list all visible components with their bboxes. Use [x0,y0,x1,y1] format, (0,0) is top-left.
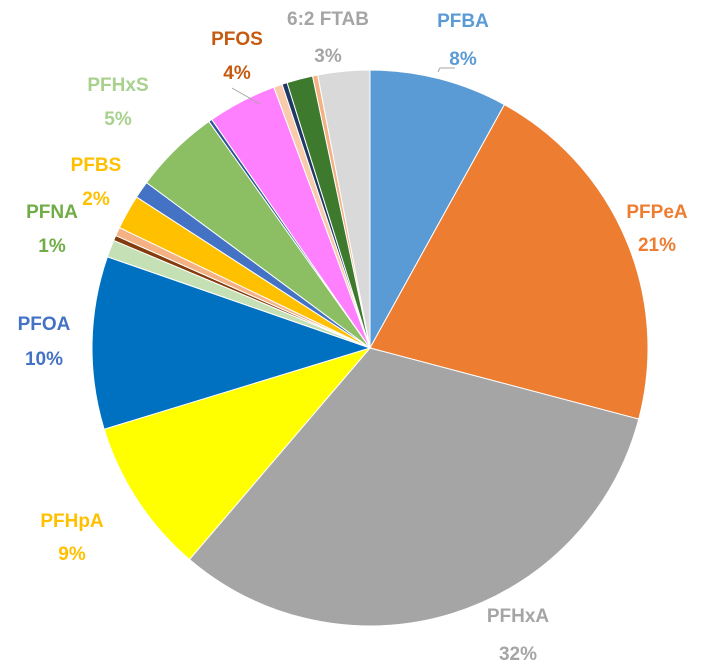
slice-label: PFNA [26,202,78,223]
slice-label: PFHpA [40,511,104,532]
value-label: 1% [38,236,66,257]
pie-slice [91,256,372,430]
value-label: 8% [449,49,477,70]
slice-label: PFHxS [87,75,148,96]
pie-slice [369,69,506,349]
slice-label: 6:2 FTAB [287,9,369,30]
leader-line [231,87,261,105]
slice-label: PFOS [211,29,263,50]
value-label: 9% [58,544,86,565]
value-label: 4% [223,63,251,84]
value-label: 2% [82,189,110,210]
pie-slice [369,103,649,420]
slice-label: PFBA [437,11,489,32]
slice-label: PFOA [18,314,71,335]
value-label: 32% [499,644,537,665]
slice-label: PFPeA [626,202,688,223]
value-label: 3% [314,46,342,67]
pie-slice [188,347,640,627]
value-label: 21% [638,235,676,256]
value-label: 5% [104,109,132,130]
pie-slice [103,347,372,561]
pie-slice [317,69,371,349]
slice-label: PFBS [71,155,122,176]
leader-line [437,67,455,73]
slice-label: PFHxA [487,606,550,627]
value-label: 10% [25,349,63,370]
